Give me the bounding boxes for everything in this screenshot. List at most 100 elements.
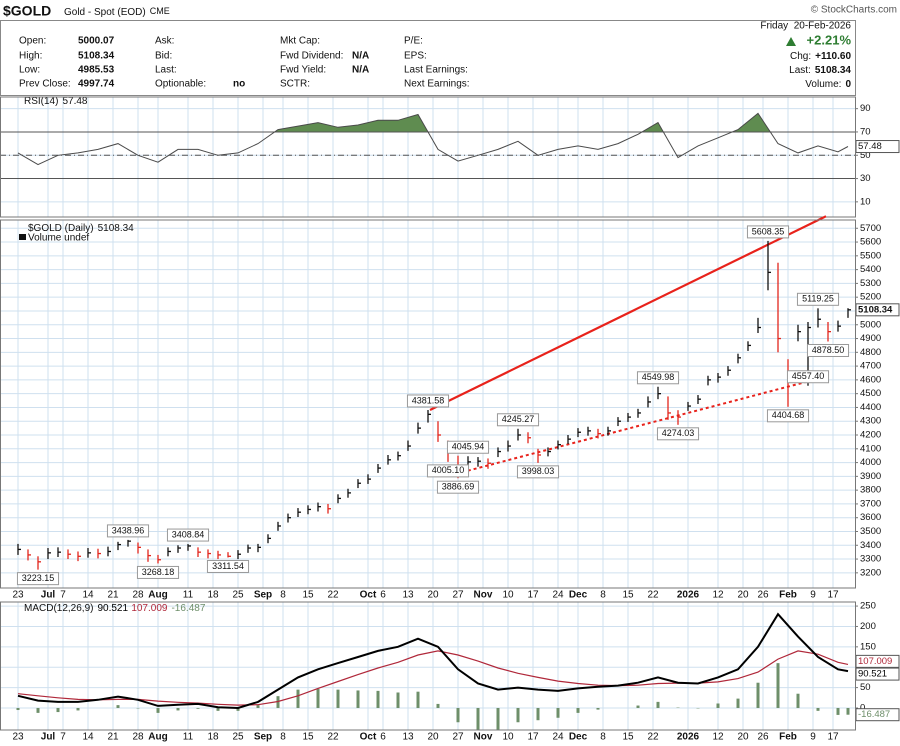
y-tick-label: 4500: [860, 388, 881, 399]
histogram-bar: [796, 693, 800, 708]
x-tick-label: Oct: [360, 590, 377, 601]
histogram-bar: [776, 663, 780, 708]
annotation-box: [516, 465, 560, 479]
histogram-bar: [256, 705, 260, 708]
y-tick-label: 3600: [860, 512, 881, 523]
x-tick-label: Nov: [474, 590, 493, 601]
histogram-bar: [56, 707, 60, 713]
x-tick-label: 12: [712, 732, 724, 743]
x-tick-label: 27: [452, 590, 464, 601]
field-label: Open:: [19, 36, 46, 47]
x-tick-label: Dec: [569, 732, 588, 743]
x-tick-label: 17: [827, 732, 839, 743]
x-tick-label: 8: [600, 590, 606, 601]
x-tick-label: 20: [737, 732, 749, 743]
y-tick-label: 4800: [860, 347, 881, 358]
annotation: 3408.84: [172, 529, 205, 539]
x-tick-label: 28: [132, 732, 144, 743]
x-tick-label: 9: [810, 732, 816, 743]
field-value: 5108.34: [78, 51, 115, 62]
quote-line: Last: 5108.34: [789, 65, 851, 76]
histogram-bar: [536, 707, 540, 721]
x-tick-label: 10: [502, 732, 514, 743]
overbought-fill: [18, 113, 848, 132]
field-label: Low:: [19, 65, 40, 76]
x-tick-label: 21: [107, 590, 119, 601]
x-tick-label: 15: [302, 590, 314, 601]
panel: [0, 602, 856, 730]
x-tick-label: 24: [552, 590, 564, 601]
x-tick-label: Jul: [41, 590, 56, 601]
annotation-box: [636, 371, 680, 385]
x-tick-label: 22: [327, 590, 339, 601]
x-tick-label: 8: [280, 732, 286, 743]
rsi-last-label: 57.48: [858, 141, 882, 152]
x-tick-label: Sep: [254, 590, 272, 601]
y-tick-label: 0: [860, 703, 865, 714]
histogram-bar: [376, 690, 380, 708]
y-tick-label: 5600: [860, 237, 881, 248]
macd-line: [17, 650, 849, 706]
x-tick-label: 6: [380, 590, 386, 601]
price-title: $GOLD (Daily) 5108.34: [28, 223, 134, 234]
price-name: $GOLD (Daily): [28, 223, 94, 234]
x-tick-label: 28: [132, 590, 144, 601]
quote-label: Chg:: [790, 51, 811, 62]
panel-frame: [0, 219, 856, 589]
rsi-title: RSI(14) 57.48: [24, 96, 88, 107]
x-tick-label: 25: [232, 732, 244, 743]
y-tick-label: 5400: [860, 264, 881, 275]
y-tick-label: 30: [860, 173, 871, 184]
field-value: 4997.74: [78, 79, 115, 90]
x-tick-label: Dec: [569, 590, 588, 601]
y-tick-label: 3900: [860, 471, 881, 482]
histogram-bar: [416, 691, 420, 708]
field-label: SCTR:: [280, 79, 310, 90]
histogram-bar: [36, 707, 40, 713]
annotation: 4245.27: [502, 414, 535, 424]
y-tick-label: 90: [860, 103, 871, 114]
y-tick-label: 4900: [860, 333, 881, 344]
x-tick-label: 18: [207, 732, 219, 743]
field-value: 5000.07: [78, 36, 115, 47]
annotation-box: [496, 413, 540, 427]
rsi-line: [17, 112, 849, 166]
quote-line: Chg: +110.60: [790, 51, 851, 62]
histogram-bar: [336, 689, 340, 708]
panel-frame: [0, 96, 856, 218]
macd-title: MACD(12,26,9) 90.521 107.009 -16.487: [24, 603, 206, 614]
histogram-bar: [556, 707, 560, 718]
x-tick-label: Feb: [779, 590, 797, 601]
annotation-box: [436, 480, 480, 494]
quote-value: +110.60: [815, 51, 851, 62]
x-tick-label: 7: [60, 732, 66, 743]
header-frame: [0, 20, 856, 96]
y-tick-label: 50: [860, 150, 871, 161]
date: Friday 20-Feb-2026: [760, 21, 851, 32]
histogram-bar: [716, 703, 720, 708]
y-tick-label: 4100: [860, 443, 881, 454]
quote-label: Volume:: [805, 79, 841, 90]
y-tick-label: 5000: [860, 319, 881, 330]
x-tick-label: 26: [757, 590, 769, 601]
x-tick-label: 20: [427, 590, 439, 601]
annotation: 3998.03: [522, 466, 555, 476]
macd-last-label: 90.521: [858, 669, 887, 680]
up-arrow: [786, 37, 796, 46]
x-tick-label: 22: [647, 590, 659, 601]
y-tick-label: 4700: [860, 361, 881, 372]
rsi-name: RSI(14): [24, 96, 58, 107]
x-tick-label: Aug: [148, 590, 167, 601]
field-label: Prev Close:: [19, 79, 71, 90]
x-tick-label: 10: [502, 590, 514, 601]
y-tick-label: 50: [860, 682, 871, 693]
y-tick-label: 3800: [860, 485, 881, 496]
x-tick-label: 26: [757, 732, 769, 743]
x-tick-label: Jul: [41, 732, 56, 743]
x-tick-label: 20: [427, 732, 439, 743]
x-tick-label: 22: [327, 732, 339, 743]
annotation-box: [406, 394, 450, 408]
x-tick-label: 17: [827, 590, 839, 601]
field-value: N/A: [352, 51, 369, 62]
instrument-name: Gold - Spot (EOD) CME: [64, 6, 170, 17]
